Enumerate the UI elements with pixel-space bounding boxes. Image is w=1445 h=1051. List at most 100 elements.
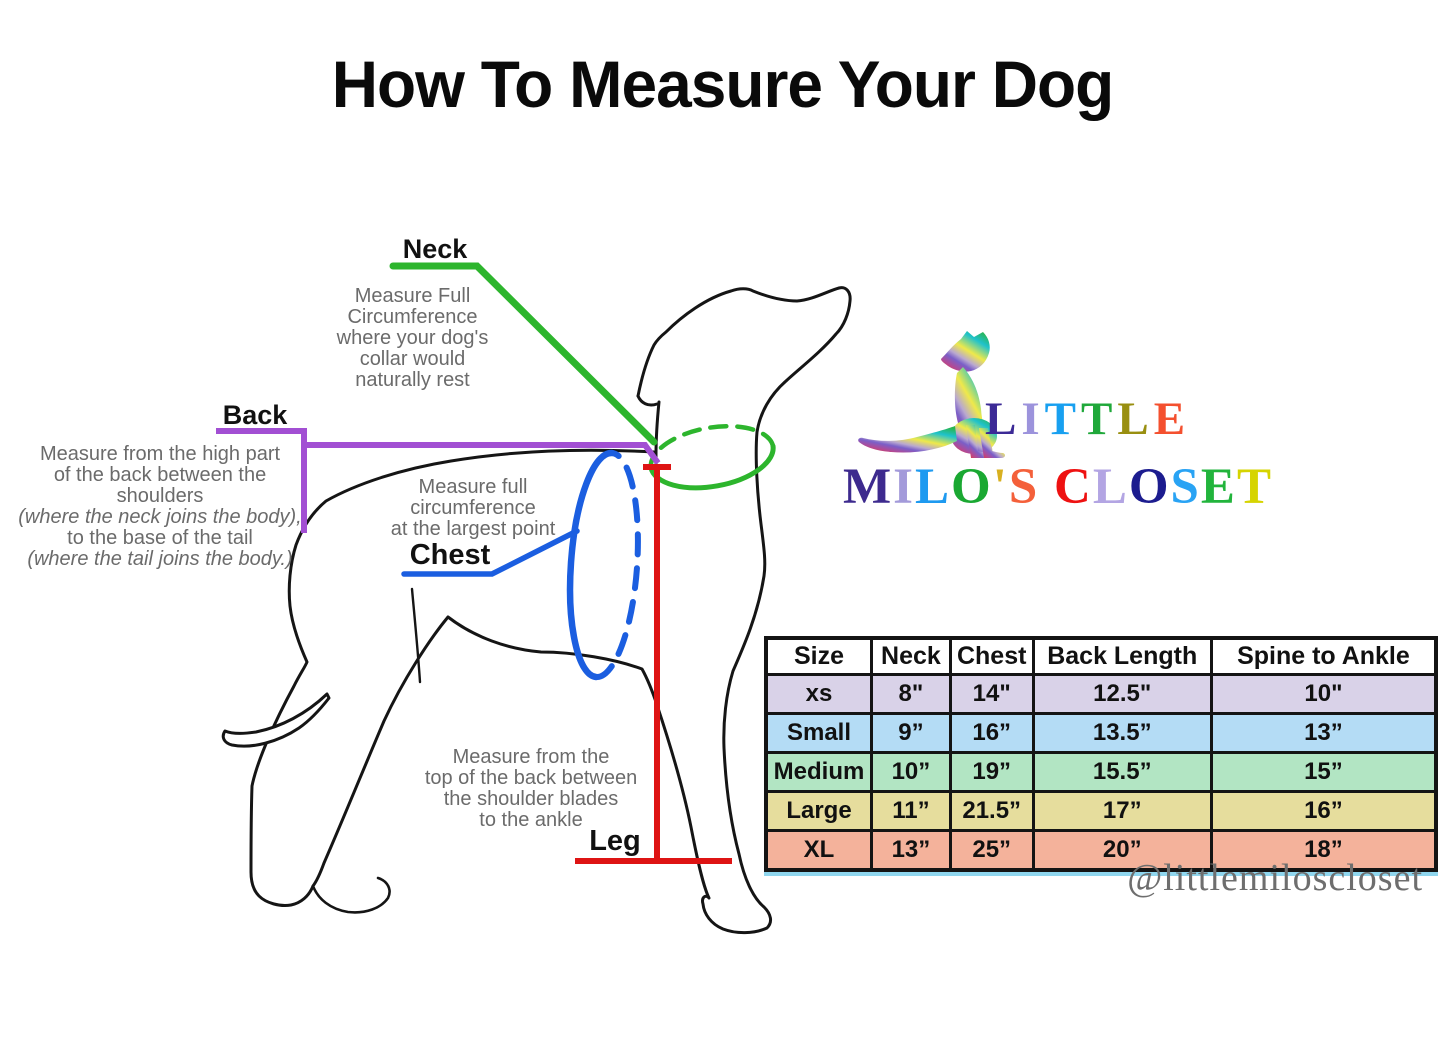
- dog-neck-front-line: [654, 400, 661, 470]
- logo-letter: I: [893, 459, 915, 515]
- size-value-cell: 20”: [1031, 829, 1213, 872]
- size-chart-header-spine-to-ankle: Spine to Ankle: [1209, 636, 1438, 676]
- neck-ellipse-solid: [648, 443, 776, 491]
- back-measure-lines: [216, 428, 661, 533]
- logo-letter: T: [1044, 393, 1082, 445]
- size-name-cell: XL: [764, 829, 873, 872]
- description-line: circumference: [410, 497, 536, 519]
- logo-letter: L: [985, 393, 1022, 445]
- size-value-cell: 12.5": [1031, 673, 1213, 715]
- neck-label: Neck: [402, 234, 468, 264]
- logo-letter: S: [1170, 459, 1201, 515]
- logo-letter: M: [843, 459, 894, 515]
- logo-letter: T: [1236, 459, 1273, 515]
- size-value-cell: 13”: [870, 829, 952, 872]
- dog-outline-drawing: [221, 286, 852, 935]
- size-name-cell: xs: [764, 673, 873, 715]
- size-chart-row-large: Large 11” 21.5” 17” 16”: [764, 790, 1438, 832]
- size-value-cell: 9”: [870, 712, 952, 754]
- size-chart-row-small: Small 9” 16” 13.5” 13”: [764, 712, 1438, 754]
- leg-label: Leg: [589, 825, 641, 857]
- chest-measure-lines: [401, 449, 641, 681]
- size-chart-row-xs: xs 8" 14" 12.5" 10": [764, 673, 1438, 715]
- back-label: Back: [222, 400, 288, 430]
- logo-letter: T: [1081, 393, 1118, 445]
- dog-body-outline: [249, 286, 852, 935]
- logo-letter: I: [1021, 393, 1045, 445]
- neck-ellipse-dashed: [648, 423, 776, 471]
- logo-wordmark-line1: LITTLE: [985, 392, 1190, 446]
- description-line: naturally rest: [355, 369, 470, 391]
- size-value-cell: 16”: [1209, 790, 1438, 832]
- description-line: top of the back between: [424, 767, 638, 789]
- size-value-cell: 10”: [870, 751, 952, 793]
- size-chart-header-neck: Neck: [870, 636, 952, 676]
- dog-far-rear-paw: [311, 876, 391, 914]
- size-chart-header-row: Size Neck Chest Back Length Spine to Ankle: [764, 636, 1438, 676]
- size-value-cell: 13.5”: [1031, 712, 1213, 754]
- size-name-cell: Small: [764, 712, 873, 754]
- size-value-cell: 17”: [1031, 790, 1213, 832]
- size-chart-row-xl: XL 13” 25” 20” 18”: [764, 829, 1438, 872]
- size-value-cell: 14": [948, 673, 1035, 715]
- logo-letter: C: [1054, 459, 1093, 515]
- logo-letter: L: [1117, 393, 1154, 445]
- description-line: (where the neck joins the body),: [18, 506, 302, 528]
- description-line: Measure from the: [452, 746, 610, 768]
- logo-wordmark-line2: MILO'S CLOSET: [843, 458, 1273, 516]
- size-name-cell: Medium: [764, 751, 873, 793]
- description-line: the shoulder blades: [443, 788, 619, 810]
- chest-label: Chest: [409, 539, 491, 571]
- size-value-cell: 25”: [948, 829, 1035, 872]
- logo-letter: E: [1200, 459, 1237, 515]
- neck-description: Measure Full Circumference where your dog'…: [290, 286, 535, 391]
- logo-letter: O: [1128, 459, 1171, 515]
- size-value-cell: 11”: [870, 790, 952, 832]
- description-line: at the largest point: [390, 518, 556, 540]
- description-line: collar would: [359, 348, 466, 370]
- size-chart-bottom-accent: [764, 872, 1438, 876]
- logo-dog-shape: [858, 331, 1006, 458]
- description-line: Circumference: [347, 306, 478, 328]
- leg-measure-lines: [575, 464, 732, 864]
- logo-letter: L: [1092, 459, 1129, 515]
- size-chart-header-size: Size: [764, 636, 873, 676]
- neck-measure-lines: [389, 262, 776, 491]
- back-bracket-line: [216, 428, 661, 533]
- size-value-cell: 18”: [1209, 829, 1438, 872]
- logo-letter: [1039, 459, 1054, 515]
- logo-letter: L: [915, 459, 952, 515]
- size-value-cell: 8": [870, 673, 952, 715]
- logo-letter: S: [1008, 459, 1040, 515]
- size-chart-table: Size Neck Chest Back Length Spine to Ankle x…: [764, 636, 1438, 872]
- description-line: (where the tail joins the body.): [27, 548, 293, 570]
- dog-far-rear-leg-line: [410, 587, 422, 684]
- chest-ellipse-solid: [566, 449, 616, 681]
- size-value-cell: 13”: [1209, 712, 1438, 754]
- logo-letter: ': [992, 459, 1009, 515]
- logo-rainbow-dog-silhouette: [858, 331, 1006, 458]
- size-value-cell: 15.5”: [1031, 751, 1213, 793]
- chest-ellipse-dashed: [593, 450, 641, 681]
- size-value-cell: 21.5”: [948, 790, 1035, 832]
- size-value-cell: 10": [1209, 673, 1438, 715]
- leg-description: Measure from the top of the back between t…: [388, 747, 674, 831]
- social-handle: @littlemiloscloset: [1127, 857, 1423, 899]
- size-chart-header-back-length: Back Length: [1031, 636, 1213, 676]
- size-value-cell: 15”: [1209, 751, 1438, 793]
- size-value-cell: 19”: [948, 751, 1035, 793]
- description-line: to the ankle: [479, 809, 583, 831]
- dog-tail: [221, 692, 331, 748]
- description-line: Measure Full: [354, 285, 471, 307]
- size-value-cell: 16”: [948, 712, 1035, 754]
- logo-letter: E: [1153, 393, 1191, 445]
- description-line: to the base of the tail: [67, 527, 253, 549]
- size-chart: Size Neck Chest Back Length Spine to Ankle x…: [764, 636, 1438, 876]
- size-name-cell: Large: [764, 790, 873, 832]
- size-chart-row-medium: Medium 10” 19” 15.5” 15”: [764, 751, 1438, 793]
- chest-pointer-line: [401, 528, 580, 577]
- description-line: shoulders: [116, 485, 204, 507]
- size-chart-header-chest: Chest: [948, 636, 1035, 676]
